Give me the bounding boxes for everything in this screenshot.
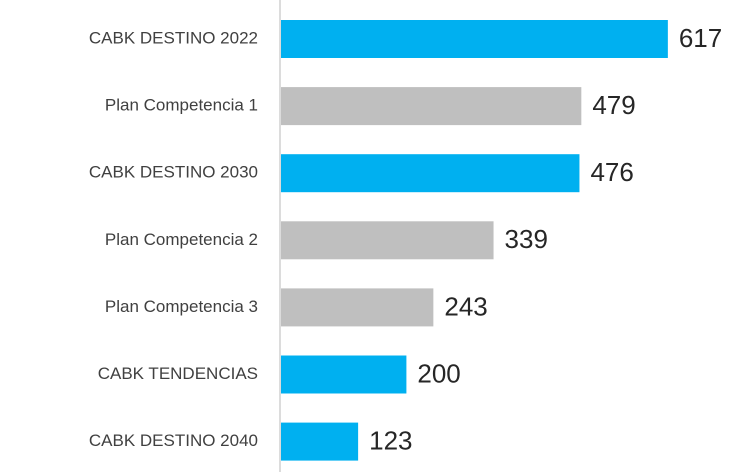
bar [281,221,494,260]
value-label: 123 [369,425,412,455]
category-label: Plan Competencia 1 [105,96,258,115]
category-label: CABK DESTINO 2030 [89,163,258,182]
category-label: CABK TENDENCIAS [98,364,258,383]
category-label: CABK DESTINO 2022 [89,28,258,47]
bar [281,288,434,327]
bar [281,87,582,126]
bar [281,154,580,193]
bar [281,20,668,58]
value-label: 617 [679,23,722,53]
bar [281,355,407,394]
value-label: 476 [590,157,633,187]
bar [281,422,359,461]
value-label: 200 [417,358,460,388]
value-label: 339 [505,224,548,254]
value-label: 243 [444,291,487,321]
category-label: Plan Competencia 3 [105,297,258,316]
value-label: 479 [592,90,635,120]
category-label: Plan Competencia 2 [105,230,258,249]
category-label: CABK DESTINO 2040 [89,431,258,450]
